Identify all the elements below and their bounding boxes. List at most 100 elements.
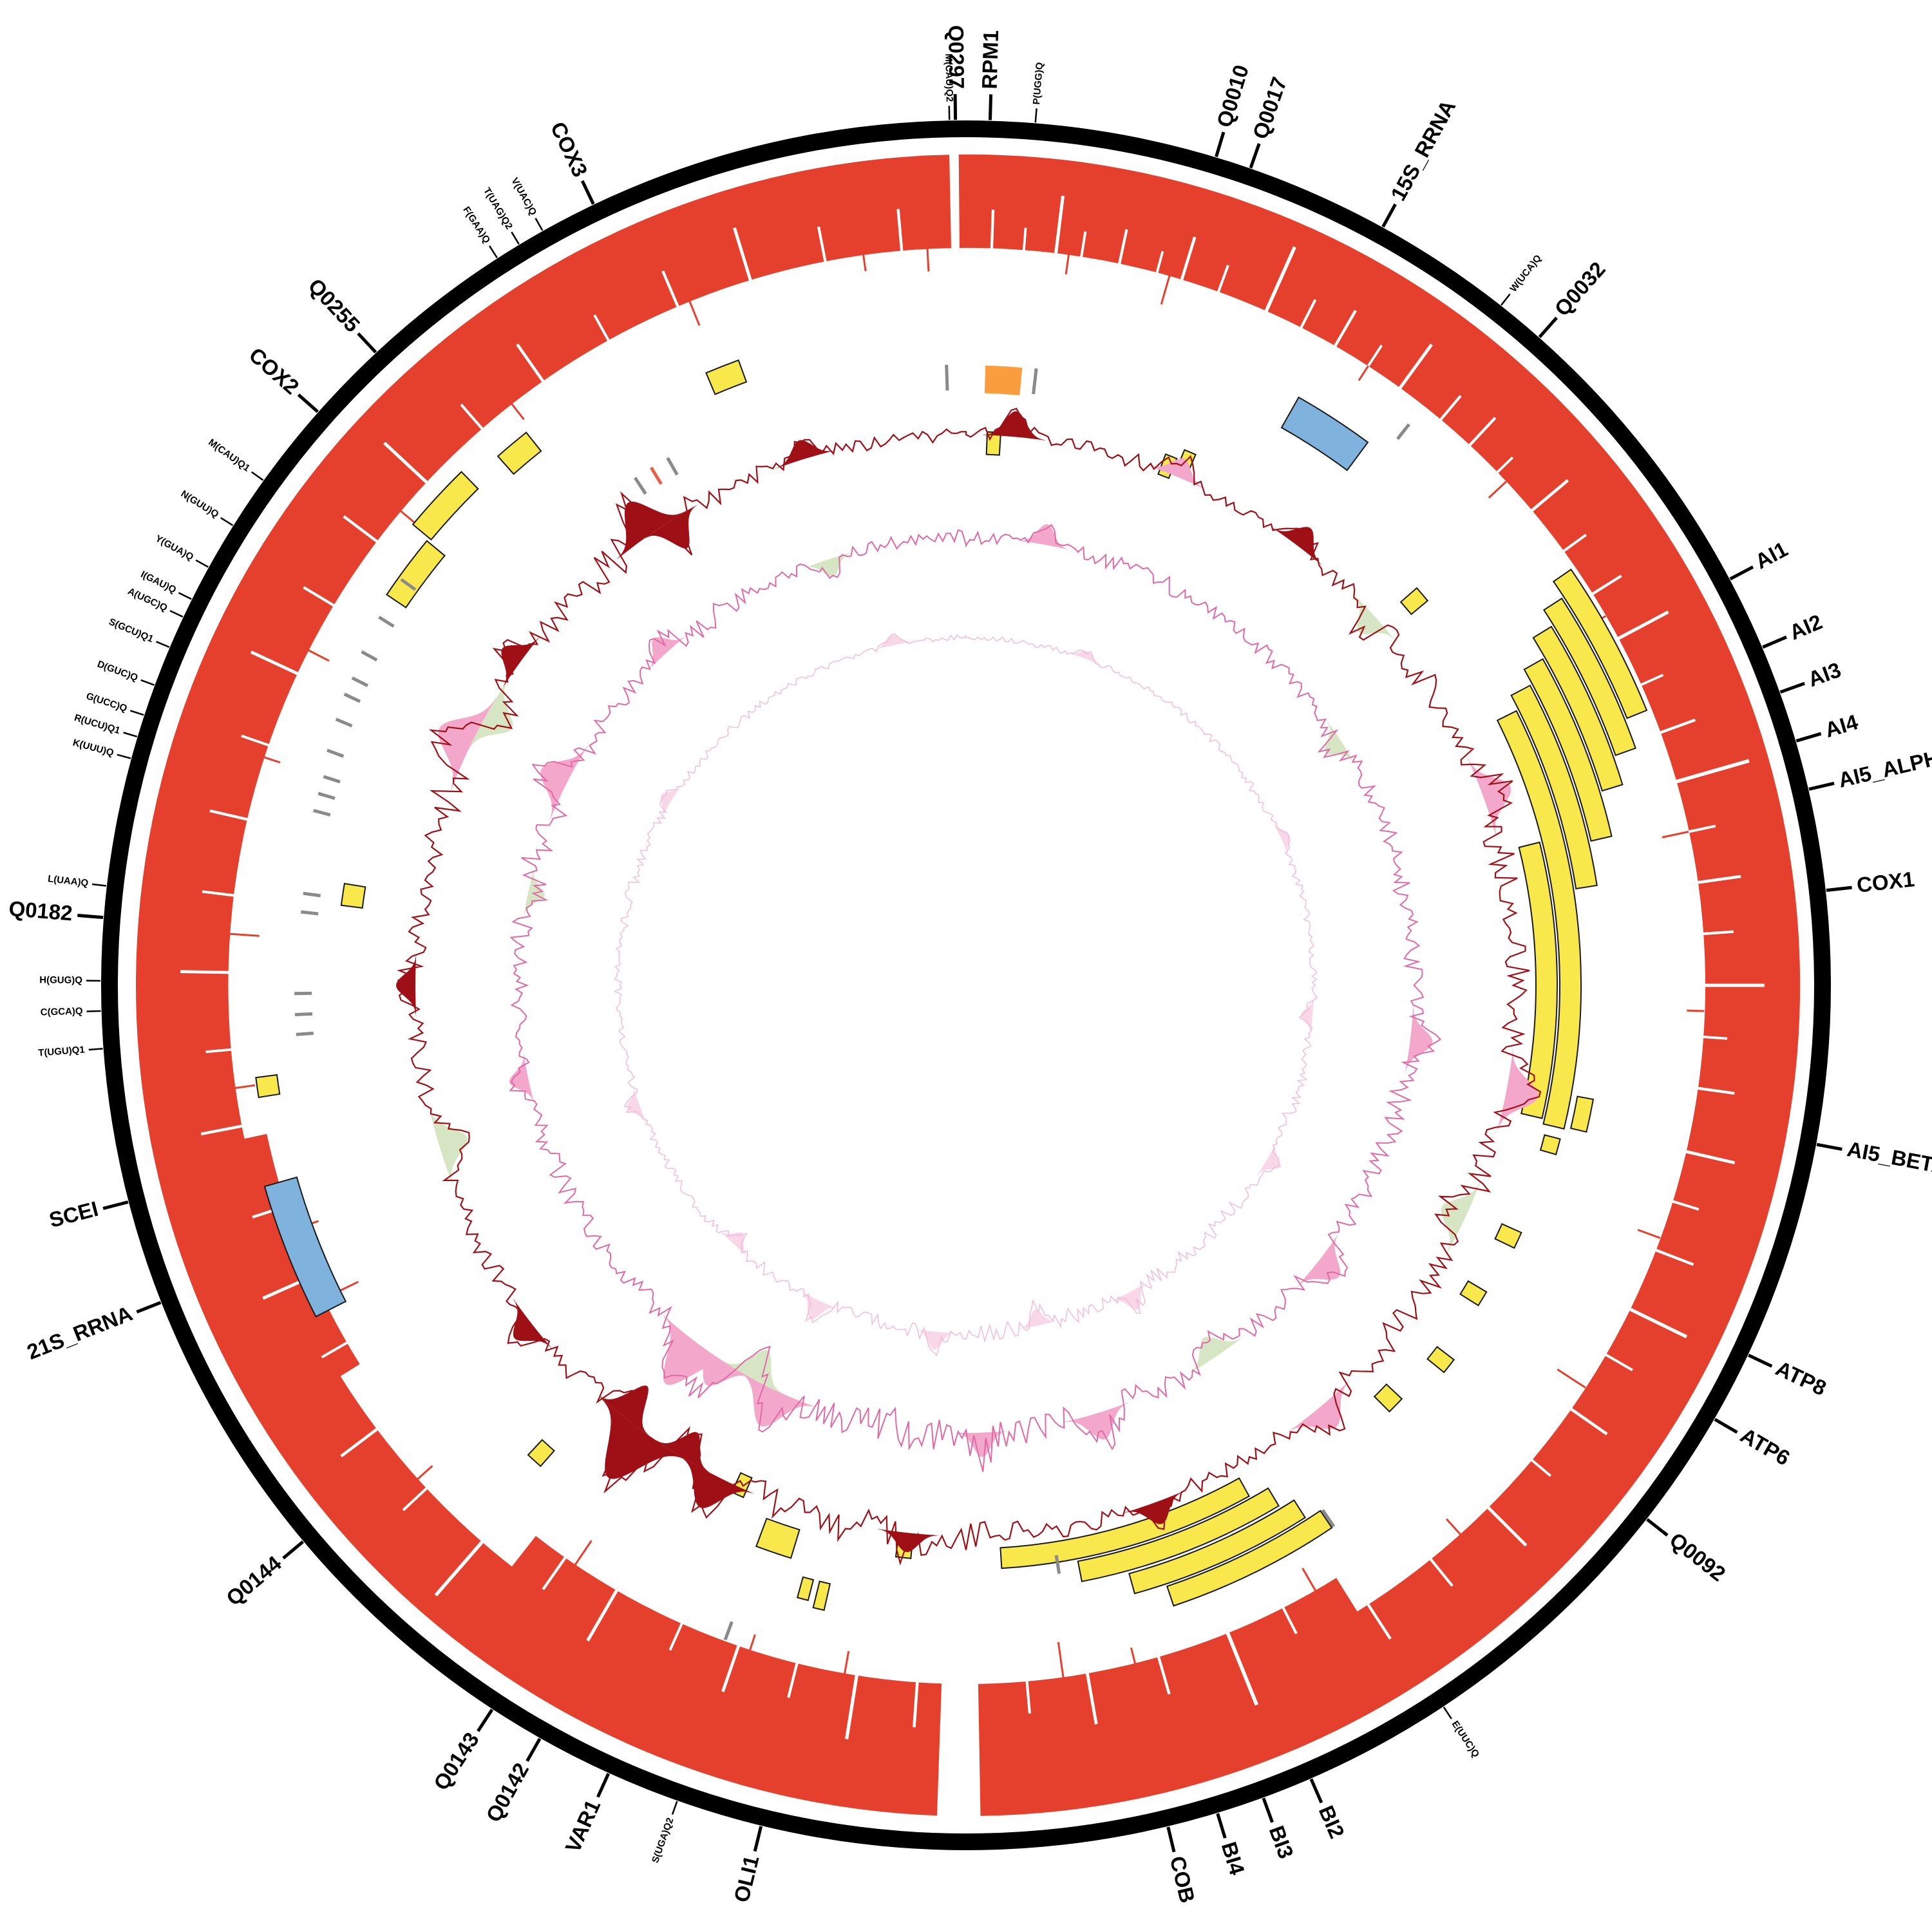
trna-tick	[351, 676, 369, 688]
coverage-dip-notch	[1615, 610, 1669, 641]
gene-tick	[1714, 1417, 1738, 1434]
coverage-inward-spike	[926, 247, 930, 272]
gene-tick	[1538, 316, 1558, 339]
coverage-dip-notch	[845, 1674, 859, 1739]
coverage-inward-spike	[307, 649, 330, 662]
gene-tick	[136, 1301, 162, 1314]
coverage-dip-notch	[721, 1644, 741, 1692]
track-spike-fill	[723, 1350, 784, 1394]
gene-label-Q0143: Q0143	[429, 1728, 484, 1794]
gene-block-yellow	[1569, 1095, 1595, 1133]
gene-label-BI2: BI2	[1314, 1802, 1349, 1842]
track-spike-fill	[1271, 527, 1322, 565]
trna-label-tick	[88, 1048, 103, 1051]
gene-label-RPM1: RPM1	[978, 30, 1003, 90]
coverage-dip-notch	[1700, 1035, 1728, 1040]
track-spike-fill	[656, 1432, 710, 1473]
coverage-inward-spike	[263, 756, 281, 764]
coverage-dip-notch	[896, 209, 904, 252]
gene-label-OLI1: OLI1	[729, 1853, 763, 1904]
coverage-inward-spike	[1302, 1567, 1317, 1593]
track-spike-fill	[1063, 1402, 1130, 1440]
gene-block-yellow	[1399, 587, 1429, 616]
coverage-dip-notch	[1529, 478, 1569, 514]
coverage-inward-spike	[1358, 365, 1369, 381]
coverage-dip-notch	[733, 227, 753, 282]
gene-label-COB: COB	[1166, 1854, 1200, 1906]
rna-block-orange	[984, 365, 1023, 395]
track-spike-fill	[739, 1370, 817, 1427]
track-spike-fill	[509, 1053, 535, 1104]
coverage-dip-notch	[516, 343, 545, 384]
gene-tick	[77, 913, 104, 920]
trna-label-F(GAA)Q: F(GAA)Q	[460, 205, 492, 245]
gene-tick	[1826, 886, 1852, 892]
coverage-dip-notch	[1669, 1199, 1700, 1211]
trna-tick-orange	[649, 466, 663, 485]
gene-block-yellow	[796, 1576, 815, 1602]
trna-label-L(UAA)Q: L(UAA)Q	[47, 873, 89, 889]
trna-tick	[723, 1621, 734, 1641]
track-spike-fill	[1147, 458, 1206, 490]
track-spike-fill	[468, 678, 513, 752]
gene-label-Q0142: Q0142	[481, 1759, 533, 1826]
coverage-dip-notch	[990, 209, 995, 250]
track-spike-fill	[775, 440, 836, 469]
trna-label-tick	[195, 559, 209, 568]
gene-label-Q0255: Q0255	[304, 274, 365, 337]
coverage-dip-notch	[787, 1662, 799, 1698]
track-spike-fill	[428, 1105, 468, 1186]
coverage-dip-notch	[1299, 299, 1317, 330]
trna-tick-track	[294, 365, 1410, 1641]
gene-block-yellow	[527, 1439, 556, 1468]
coverage-dip-notch	[303, 586, 336, 608]
trna-tick	[1396, 423, 1410, 440]
coverage-inward-spike	[1057, 1642, 1065, 1679]
coverage-dip-notch	[209, 809, 249, 821]
gene-tick	[753, 1826, 763, 1852]
coverage-ring-thick-segment	[978, 1578, 1358, 1724]
gene-label-Q0182: Q0182	[8, 896, 73, 925]
coverage-dip-notch	[241, 734, 270, 747]
line-track-dark-red-line	[397, 408, 1542, 1566]
gene-block-yellow	[1510, 684, 1598, 890]
coverage-ring-segment	[958, 154, 1801, 1816]
gene-tick	[1646, 1518, 1669, 1537]
coverage-inward-spike	[1160, 275, 1171, 305]
coverage-dip-notch	[1638, 674, 1664, 687]
track-spike-fill	[801, 1291, 838, 1320]
trna-label-tick	[251, 471, 264, 481]
trna-tick	[634, 477, 647, 495]
gene-label-Q0017: Q0017	[1248, 74, 1292, 142]
annotation-blocks-track	[255, 359, 1648, 1611]
gene-block-yellow	[755, 1517, 800, 1559]
line-track-dark-red	[396, 408, 1542, 1566]
coverage-dip-notch	[1226, 1631, 1259, 1706]
coverage-inward-spike	[1130, 1647, 1137, 1665]
gene-block-yellow	[1128, 1499, 1306, 1595]
trna-label-N(GUU)Q: N(GUU)Q	[179, 488, 221, 520]
coverage-dip-notch	[1560, 533, 1587, 554]
trna-label-tick	[86, 1010, 101, 1012]
coverage-dip-notch	[200, 1124, 244, 1136]
gene-tick	[580, 180, 595, 205]
coverage-dip-notch	[1025, 1680, 1031, 1714]
coverage-dip-notch	[1217, 265, 1229, 294]
gene-label-COX2: COX2	[245, 343, 304, 399]
gene-block-yellow	[1532, 625, 1624, 792]
line-track-faint-pink	[613, 633, 1318, 1356]
track-spike-fill	[803, 552, 853, 577]
trna-tick	[378, 616, 395, 628]
coverage-dip-notch	[1264, 246, 1296, 314]
trna-label-M(CAU)Q1: M(CAU)Q1	[206, 437, 252, 474]
coverage-inward-spike	[862, 253, 867, 272]
gene-block-yellow	[1539, 1134, 1561, 1155]
coverage-dip-notch	[1022, 227, 1027, 252]
gene-tick	[357, 332, 377, 354]
trna-tick	[327, 748, 345, 758]
trna-tick	[1054, 1555, 1061, 1575]
coverage-dip-notch	[1567, 1406, 1608, 1435]
gene-label-AI1: AI1	[1751, 537, 1792, 574]
coverage-dip-notch	[202, 890, 236, 897]
